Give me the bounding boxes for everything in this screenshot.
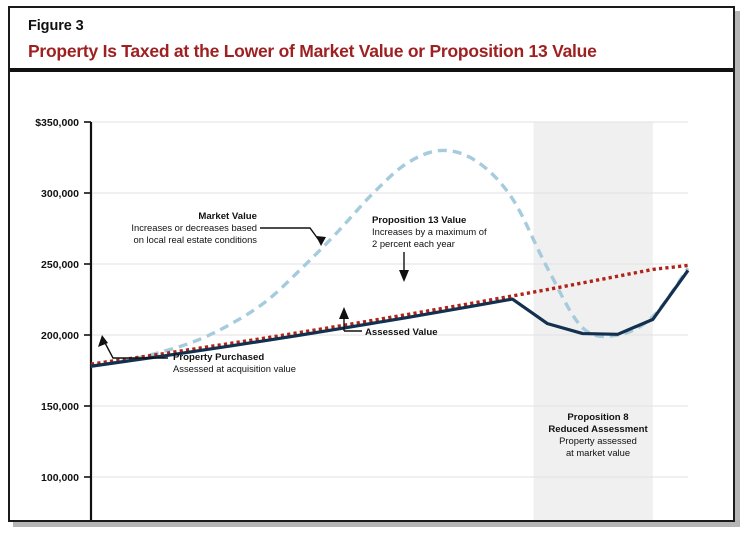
y-tick-label: 200,000: [41, 330, 79, 342]
annotation-property-purchased-heading: Property Purchased: [173, 352, 264, 363]
y-tick-label: 150,000: [41, 401, 79, 413]
annotation-market-value-line1: Increases or decreases based: [131, 222, 257, 233]
y-tick-marks: [84, 121, 91, 478]
annotation-assessed-value: Assessed Value: [339, 307, 438, 338]
y-tick-label: 100,000: [41, 472, 79, 484]
figure-title: Property Is Taxed at the Lower of Market…: [28, 40, 597, 61]
annotation-prop8-line2: Reduced Assessment: [548, 424, 648, 435]
prop8-shaded-region: [533, 122, 653, 520]
annotation-market-value: Market Value Increases or decreases base…: [131, 211, 326, 246]
annotation-prop8-line3: Property assessed: [559, 435, 637, 446]
annotation-prop8-line1: Proposition 8: [567, 412, 629, 423]
series-market-value: [90, 148, 690, 368]
annotation-prop13: Proposition 13 Value Increases by a maxi…: [372, 215, 487, 282]
y-tick-labels: $350,000 300,000 250,000 200,000 150,000…: [35, 117, 79, 484]
annotation-property-purchased: Property Purchased Assessed at acquisiti…: [98, 335, 296, 374]
figure-card: Figure 3 Property Is Taxed at the Lower …: [8, 6, 735, 522]
y-tick-label: 300,000: [41, 188, 79, 200]
series-assessed-value: [90, 269, 690, 368]
prop13-arrowhead: [399, 270, 409, 282]
y-tick-label: 250,000: [41, 259, 79, 271]
annotation-property-purchased-line1: Assessed at acquisition value: [173, 363, 296, 374]
annotation-market-value-line2: on local real estate conditions: [133, 234, 257, 245]
series-proposition-13-value: [90, 263, 689, 366]
annotation-prop13-line1: Increases by a maximum of: [372, 226, 487, 237]
chart-svg: $350,000 300,000 250,000 200,000 150,000…: [35, 117, 690, 520]
market-value-arrowhead: [316, 236, 326, 246]
assessed-value-arrowhead: [339, 307, 349, 319]
property-purchased-arrowhead: [98, 335, 108, 347]
annotation-market-value-heading: Market Value: [198, 211, 257, 222]
y-tick-label: $350,000: [35, 117, 79, 129]
annotation-prop13-heading: Proposition 13 Value: [372, 215, 466, 226]
chart-area: $350,000 300,000 250,000 200,000 150,000…: [10, 72, 733, 520]
annotation-assessed-value-heading: Assessed Value: [365, 327, 438, 338]
annotation-prop13-line2: 2 percent each year: [372, 238, 455, 249]
annotation-prop8-line4: at market value: [566, 447, 630, 458]
annotation-prop8: Proposition 8 Reduced Assessment Propert…: [548, 412, 648, 458]
figure-label: Figure 3: [28, 18, 84, 34]
gridlines: [91, 121, 688, 478]
figure-header: Figure 3 Property Is Taxed at the Lower …: [10, 8, 733, 73]
